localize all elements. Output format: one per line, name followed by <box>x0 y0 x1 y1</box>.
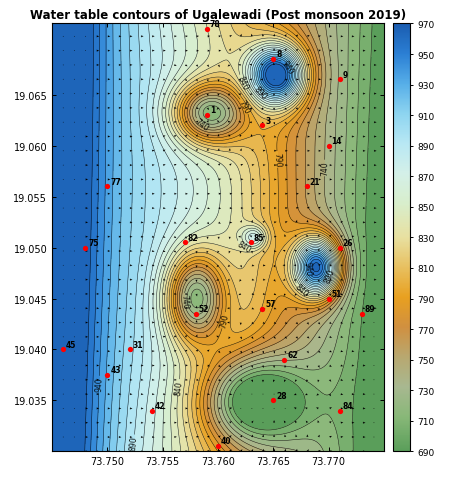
Text: 75: 75 <box>88 238 99 247</box>
Text: 43: 43 <box>110 366 121 374</box>
Text: 740: 740 <box>179 294 190 309</box>
Text: 42: 42 <box>155 401 165 410</box>
Text: 1: 1 <box>210 106 215 115</box>
Text: 85: 85 <box>254 233 264 242</box>
Text: 51: 51 <box>331 289 342 298</box>
Text: 78: 78 <box>210 20 220 29</box>
Text: 28: 28 <box>276 391 287 400</box>
Text: 940: 940 <box>94 377 104 392</box>
Text: 740: 740 <box>320 161 329 176</box>
Text: 840: 840 <box>293 282 310 298</box>
Text: 740: 740 <box>193 117 210 133</box>
Text: 26: 26 <box>343 238 353 247</box>
Text: 57: 57 <box>265 299 275 308</box>
Text: 790: 790 <box>273 153 282 167</box>
Text: 790: 790 <box>218 312 230 329</box>
Text: 45: 45 <box>66 340 76 349</box>
Text: 8: 8 <box>276 50 282 59</box>
Text: 9: 9 <box>343 71 348 80</box>
Text: 77: 77 <box>110 177 121 186</box>
Text: 890: 890 <box>129 435 139 450</box>
Text: 82: 82 <box>188 233 198 242</box>
Text: 940: 940 <box>303 261 313 276</box>
Text: 14: 14 <box>331 137 342 145</box>
Title: Water table contours of Ugalewadi (Post monsoon 2019): Water table contours of Ugalewadi (Post … <box>30 9 406 22</box>
Text: 3: 3 <box>265 116 270 125</box>
Text: 84: 84 <box>343 401 353 410</box>
Text: 890: 890 <box>252 84 268 102</box>
Text: 790: 790 <box>237 99 252 116</box>
Text: 31: 31 <box>132 340 143 349</box>
Text: 840: 840 <box>236 75 250 92</box>
Text: 89: 89 <box>365 305 375 313</box>
Text: 940: 940 <box>280 59 295 76</box>
Text: 40: 40 <box>221 437 231 446</box>
Text: 890: 890 <box>323 267 336 284</box>
Text: 840: 840 <box>235 240 252 255</box>
Text: 52: 52 <box>199 305 209 313</box>
Text: 21: 21 <box>310 177 320 186</box>
Text: 62: 62 <box>287 350 298 359</box>
Text: 840: 840 <box>173 380 184 395</box>
